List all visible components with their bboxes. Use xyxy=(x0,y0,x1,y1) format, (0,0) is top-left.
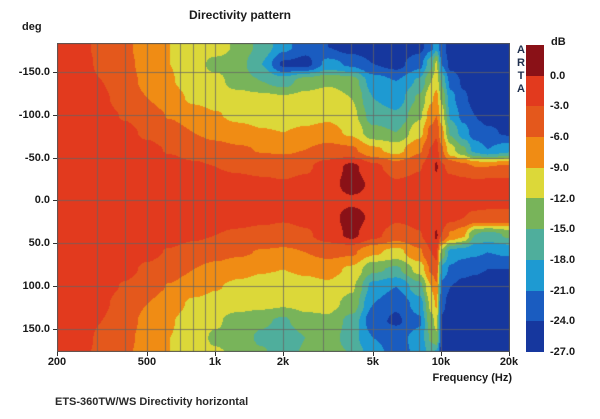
y-tick-label: -150.0 xyxy=(18,66,50,79)
y-tick-label: 50.0 xyxy=(28,237,50,250)
y-axis-unit-label: deg xyxy=(22,21,42,33)
directivity-heatmap-canvas xyxy=(57,43,510,352)
y-tick-mark xyxy=(53,329,57,330)
x-tick-label: 500 xyxy=(137,356,157,368)
colorbar-label: -21.0 xyxy=(550,284,576,297)
x-tick-label: 2k xyxy=(276,356,290,368)
y-tick-mark xyxy=(53,115,57,116)
arta-letter: T xyxy=(517,70,525,82)
colorbar-segment xyxy=(526,167,544,199)
colorbar-segment xyxy=(526,321,544,352)
y-tick-mark xyxy=(53,286,57,287)
chart-title: Directivity pattern xyxy=(188,8,292,22)
colorbar-segment xyxy=(526,229,544,260)
y-tick-label: 100.0 xyxy=(22,279,50,292)
x-tick-label: 10k xyxy=(431,356,451,368)
y-tick-mark xyxy=(53,243,57,244)
y-tick-label: 150.0 xyxy=(22,322,50,335)
colorbar-unit-label: dB xyxy=(551,36,566,48)
colorbar-label: 0.0 xyxy=(550,69,566,82)
colorbar-label: -18.0 xyxy=(550,253,576,266)
x-tick-label: 200 xyxy=(47,356,67,368)
x-tick-mark xyxy=(57,352,58,356)
x-tick-mark xyxy=(147,352,148,356)
plot-area xyxy=(57,43,510,352)
y-tick-label: -50.0 xyxy=(24,151,50,164)
x-axis-title: Frequency (Hz) xyxy=(432,372,512,384)
colorbar-segment xyxy=(526,137,544,168)
colorbar-label: -27.0 xyxy=(550,346,576,358)
colorbar-label: -15.0 xyxy=(550,223,576,236)
colorbar-segment xyxy=(526,290,544,322)
colorbar-segment xyxy=(526,198,544,230)
x-tick-mark xyxy=(373,352,374,356)
x-tick-label: 20k xyxy=(499,356,519,368)
x-tick-mark xyxy=(283,352,284,356)
x-tick-label: 1k xyxy=(208,356,222,368)
y-tick-label: -100.0 xyxy=(18,108,50,121)
colorbar-label: -24.0 xyxy=(550,315,576,328)
colorbar xyxy=(526,45,544,352)
y-tick-mark xyxy=(53,158,57,159)
colorbar-label: -3.0 xyxy=(550,100,569,113)
colorbar-label: -9.0 xyxy=(550,161,569,174)
colorbar-segment xyxy=(526,45,544,76)
colorbar-label: -12.0 xyxy=(550,192,576,205)
x-tick-label: 5k xyxy=(366,356,380,368)
arta-letter: A xyxy=(517,44,525,56)
y-tick-mark xyxy=(53,200,57,201)
x-tick-mark xyxy=(509,352,510,356)
x-tick-mark xyxy=(441,352,442,356)
colorbar-label: -6.0 xyxy=(550,131,569,144)
colorbar-segment xyxy=(526,106,544,138)
x-tick-mark xyxy=(215,352,216,356)
colorbar-segment xyxy=(526,75,544,107)
figure-caption: ETS-360TW/WS Directivity horizontal xyxy=(55,396,249,408)
arta-letter: A xyxy=(517,83,525,95)
y-tick-mark xyxy=(53,72,57,73)
arta-letter: R xyxy=(517,57,525,69)
colorbar-segment xyxy=(526,259,544,291)
y-tick-label: 0.0 xyxy=(34,194,50,207)
